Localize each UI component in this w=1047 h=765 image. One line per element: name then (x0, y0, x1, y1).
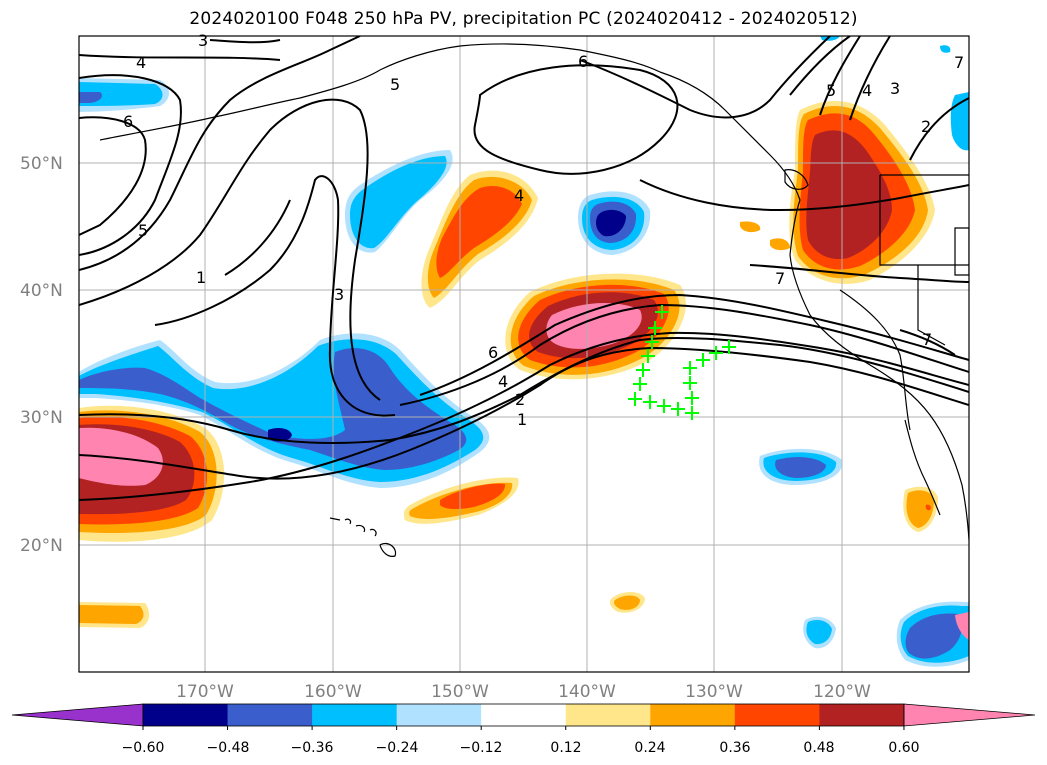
contour-label: 2 (515, 390, 525, 409)
lat-label-30n: 30°N (20, 408, 63, 428)
colorbar-bin (396, 704, 482, 726)
plus-marker (685, 406, 699, 420)
precipitation-shading (79, 36, 969, 667)
pv-contours (79, 36, 969, 501)
lon-label-130w: 130°W (685, 682, 743, 702)
plus-marker (633, 377, 647, 391)
contour-label: 4 (514, 186, 524, 205)
plus-marker (722, 340, 736, 354)
contour-label: 3 (198, 31, 208, 50)
marker-group (628, 305, 736, 420)
colorbar-tick-label: 0.60 (888, 740, 919, 756)
lat-label-50n: 50°N (20, 154, 63, 174)
colorbar-bin (481, 704, 567, 726)
contour-label: 4 (498, 372, 508, 391)
contour-label: 4 (862, 81, 872, 100)
colorbar-bin (734, 704, 820, 726)
plus-marker (683, 361, 697, 375)
colorbar-bin (819, 704, 905, 726)
colorbar-tick-label: −0.48 (207, 740, 250, 756)
lon-label-160w: 160°W (304, 682, 362, 702)
contour-label: 6 (488, 343, 498, 362)
colorbar-border (142, 703, 905, 727)
contour-label: 5 (390, 75, 400, 94)
lon-label-170w: 170°W (176, 682, 234, 702)
colorbar-tick-label: 0.12 (550, 740, 581, 756)
plus-marker (645, 335, 659, 349)
lat-label-20n: 20°N (20, 536, 63, 556)
colorbar-tick-label: −0.24 (376, 740, 419, 756)
contour-label: 4 (136, 53, 146, 72)
contour-labels: 3 4 6 5 6 5 1 3 4 6 4 2 1 4 7 5 3 2 7 7 (123, 31, 964, 429)
contour-label: 6 (578, 52, 588, 71)
coastlines (99, 43, 969, 557)
contour-label: 7 (954, 53, 964, 72)
plus-marker (636, 363, 650, 377)
plus-marker (709, 346, 723, 360)
contour-label: 7 (775, 269, 785, 288)
contour-label: 3 (890, 79, 900, 98)
colorbar-tick-labels: −0.60 −0.48 −0.36 −0.24 −0.12 0.12 0.24 … (122, 740, 920, 756)
contour-label: 5 (826, 81, 836, 100)
plus-marker (683, 376, 697, 390)
plus-marker (657, 399, 671, 413)
colorbar-bin (312, 704, 398, 726)
colorbar-tick-label: −0.12 (460, 740, 503, 756)
gridlines (79, 36, 969, 672)
contour-label: 6 (123, 112, 133, 131)
plus-marker (671, 402, 685, 416)
contour-label: 5 (138, 221, 148, 240)
colorbar-extend-high (903, 703, 1036, 727)
colorbar-tick-label: 0.48 (803, 740, 834, 756)
plus-marker (655, 305, 669, 319)
longitude-labels: 170°W 160°W 150°W 140°W 130°W 120°W (176, 682, 871, 702)
plus-marker (696, 353, 710, 367)
colorbar-extend-low (11, 703, 144, 727)
plus-marker (648, 321, 662, 335)
colorbar-tick-label: 0.24 (634, 740, 665, 756)
contour-label: 3 (334, 285, 344, 304)
colorbar-bin (143, 704, 229, 726)
lat-label-40n: 40°N (20, 281, 63, 301)
contour-label: 2 (921, 117, 931, 136)
map-title: 2024020100 F048 250 hPa PV, precipitatio… (189, 9, 858, 29)
lon-label-150w: 150°W (431, 682, 489, 702)
contour-label: 1 (517, 410, 527, 429)
contour-label: 7 (922, 330, 932, 349)
colorbar-tick-label: 0.36 (719, 740, 750, 756)
colorbar-bin (565, 704, 651, 726)
plus-marker (685, 391, 699, 405)
colorbar-tick-label: −0.60 (122, 740, 165, 756)
contour-label: 1 (196, 268, 206, 287)
colorbar (11, 703, 1036, 730)
colorbar-bin (227, 704, 313, 726)
map-frame (78, 35, 970, 673)
plus-marker (628, 392, 642, 406)
lon-label-120w: 120°W (813, 682, 871, 702)
plus-marker (643, 395, 657, 409)
colorbar-bin (650, 704, 736, 726)
plus-marker (641, 349, 655, 363)
colorbar-tick-label: −0.36 (291, 740, 334, 756)
lon-label-140w: 140°W (558, 682, 616, 702)
latitude-labels: 50°N 40°N 30°N 20°N (20, 154, 63, 556)
